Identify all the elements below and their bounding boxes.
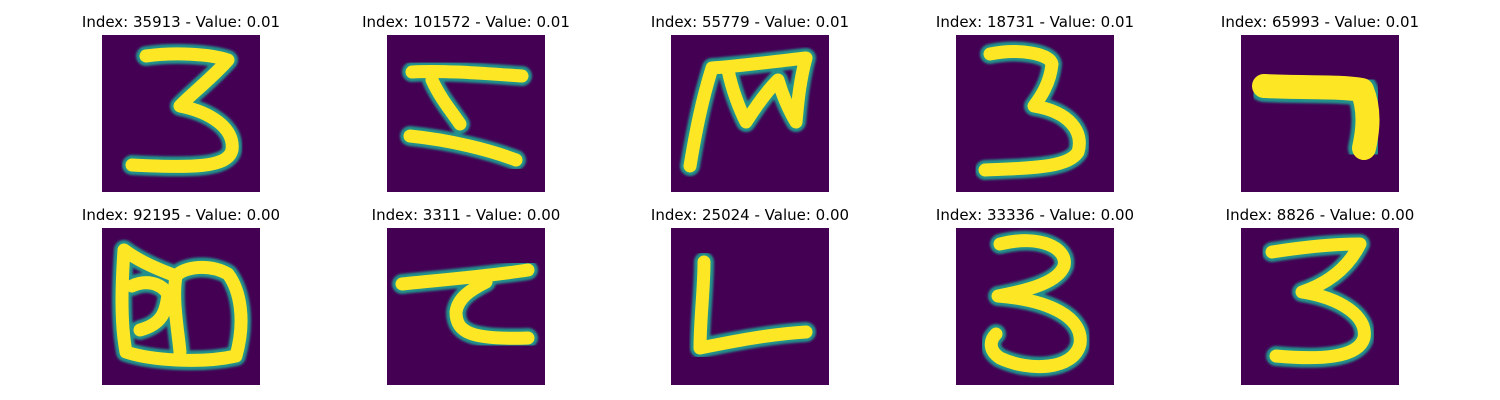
panel-title: Index: 65993 - Value: 0.01 <box>1221 13 1419 31</box>
panel-title: Index: 8826 - Value: 0.00 <box>1226 206 1415 224</box>
panel-title: Index: 55779 - Value: 0.01 <box>651 13 849 31</box>
panel-title: Index: 92195 - Value: 0.00 <box>82 206 280 224</box>
image-panel: Index: 101572 - Value: 0.01 <box>362 13 570 192</box>
panel-title: Index: 35913 - Value: 0.01 <box>82 13 280 31</box>
glyph-drawing <box>690 252 816 358</box>
glyph-drawing <box>981 230 1091 377</box>
glyph-drawing <box>392 260 538 349</box>
panel-title: Index: 25024 - Value: 0.00 <box>651 206 849 224</box>
image-panel: Index: 55779 - Value: 0.01 <box>651 13 849 192</box>
image-panel: Index: 92195 - Value: 0.00 <box>82 206 280 385</box>
glyph-drawing <box>400 61 532 170</box>
image-panel: Index: 65993 - Value: 0.01 <box>1221 13 1419 192</box>
panel-title: Index: 3311 - Value: 0.00 <box>372 206 561 224</box>
glyph-drawing <box>680 48 816 176</box>
image-panel: Index: 3311 - Value: 0.00 <box>372 206 561 385</box>
image-panel: Index: 25024 - Value: 0.00 <box>651 206 849 385</box>
image-panel: Index: 33336 - Value: 0.00 <box>936 206 1134 385</box>
glyph-drawing <box>122 43 243 177</box>
glyph-drawing <box>975 41 1090 180</box>
glyph-drawing <box>1248 70 1384 164</box>
panel-title: Index: 101572 - Value: 0.01 <box>362 13 570 31</box>
glyph-drawing <box>1262 234 1375 368</box>
image-panel: Index: 35913 - Value: 0.01 <box>82 13 280 192</box>
panel-title: Index: 33336 - Value: 0.00 <box>936 206 1134 224</box>
panel-title: Index: 18731 - Value: 0.01 <box>936 13 1134 31</box>
image-panel: Index: 8826 - Value: 0.00 <box>1226 206 1415 385</box>
glyph-drawing <box>112 240 251 371</box>
image-panel: Index: 18731 - Value: 0.01 <box>936 13 1134 192</box>
